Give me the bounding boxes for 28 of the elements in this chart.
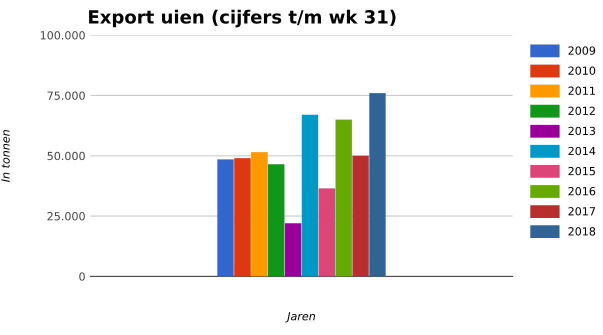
bar bbox=[251, 152, 268, 276]
bar bbox=[352, 156, 369, 276]
y-axis-title: In tonnen bbox=[1, 130, 10, 182]
chart-title: Export uien (cijfers t/m wk 31) bbox=[89, 10, 396, 28]
bar bbox=[268, 164, 284, 276]
y-tick-label: 25.000 bbox=[48, 212, 85, 220]
legend-label: 2018 bbox=[568, 227, 596, 236]
bar bbox=[302, 114, 318, 276]
bar bbox=[369, 93, 386, 276]
legend-label: 2015 bbox=[568, 166, 595, 176]
y-tick-label: 100.000 bbox=[40, 31, 85, 40]
x-axis-title: Jaren bbox=[285, 312, 316, 322]
y-tick-label: 50.000 bbox=[48, 152, 85, 160]
bar bbox=[234, 158, 251, 276]
y-tick-label: 75.000 bbox=[48, 91, 85, 100]
y-tick-label: 0 bbox=[79, 272, 85, 281]
bar bbox=[217, 159, 234, 276]
legend-label: 2011 bbox=[568, 86, 595, 95]
legend-label: 2009 bbox=[568, 46, 596, 55]
legend-label: 2017 bbox=[568, 207, 595, 216]
legend-label: 2014 bbox=[568, 146, 596, 156]
legend-label: 2016 bbox=[568, 186, 596, 196]
bar bbox=[284, 223, 302, 276]
bar bbox=[336, 120, 352, 276]
legend-label: 2013 bbox=[568, 126, 596, 136]
legend-label: 2012 bbox=[568, 106, 595, 116]
bar bbox=[318, 188, 336, 276]
legend-label: 2010 bbox=[568, 66, 596, 75]
